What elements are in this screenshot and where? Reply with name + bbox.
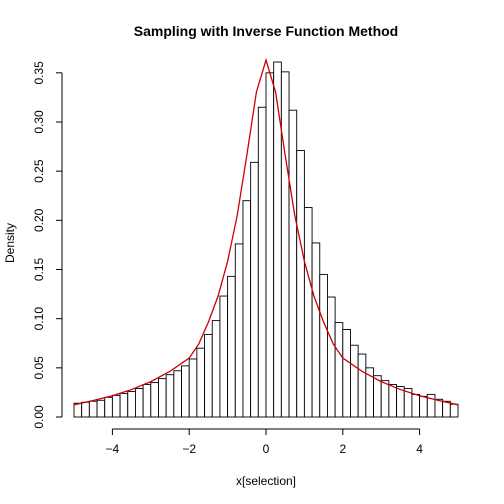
- histogram-bar: [296, 150, 305, 418]
- histogram-bar: [380, 380, 390, 418]
- histogram-bar: [204, 333, 213, 418]
- y-tick-label: 0.10: [32, 307, 46, 331]
- y-tick-label: 0.00: [32, 405, 46, 429]
- histogram-bar: [342, 329, 351, 418]
- histogram-bar: [357, 353, 367, 418]
- histogram-bar: [211, 320, 221, 418]
- histogram-bar: [81, 401, 90, 418]
- y-tick-label: 0.05: [32, 356, 46, 380]
- histogram-bar: [273, 61, 282, 418]
- histogram-bar: [319, 273, 328, 418]
- histogram-bar: [165, 374, 175, 418]
- histogram-bar: [303, 207, 313, 418]
- histogram-bar: [419, 395, 428, 418]
- histogram-bar: [234, 243, 244, 418]
- histogram-bar: [96, 399, 106, 418]
- histogram-bar: [127, 390, 136, 418]
- y-tick-label: 0.30: [32, 110, 46, 134]
- histogram-bar: [119, 392, 129, 418]
- x-axis-label: x[selection]: [236, 474, 296, 488]
- histogram-bar: [257, 106, 267, 418]
- histogram-bar: [350, 344, 359, 418]
- histogram-bar: [250, 161, 259, 418]
- y-tick-label: 0.15: [32, 257, 46, 281]
- histogram-bar: [373, 375, 382, 418]
- histogram-bar: [311, 242, 321, 418]
- histogram-bar: [73, 402, 83, 418]
- histogram-bar: [227, 275, 236, 418]
- histogram-bar: [442, 400, 451, 418]
- x-tick-label: 4: [416, 442, 423, 456]
- histogram-bar: [88, 400, 98, 418]
- y-axis: 0.00 0.05 0.10 0.15 0.20 0.25 0.30 0.35: [32, 61, 63, 429]
- x-tick-label: 2: [339, 442, 346, 456]
- histogram-bar: [104, 396, 113, 418]
- histogram-bar: [196, 347, 206, 418]
- histogram-bar: [111, 394, 121, 418]
- y-tick-label: 0.35: [32, 61, 46, 85]
- histogram-bar: [188, 358, 198, 418]
- y-axis-label: Density: [3, 223, 17, 263]
- histogram-bar: [219, 295, 229, 418]
- histogram-bar: [134, 388, 144, 418]
- histogram-bar: [142, 384, 152, 418]
- histogram-bar: [388, 384, 398, 418]
- x-tick-label: −4: [106, 442, 120, 456]
- x-tick-label: 0: [263, 442, 270, 456]
- histogram-bar: [150, 382, 159, 418]
- x-axis: −4 −2 0 2 4: [106, 428, 423, 456]
- histogram-bar: [181, 365, 190, 418]
- x-tick-label: −2: [182, 442, 196, 456]
- y-tick-label: 0.20: [32, 208, 46, 232]
- histogram-bar: [334, 322, 344, 418]
- histogram-bar: [280, 71, 290, 418]
- density-curve: [73, 57, 459, 406]
- histogram-bar: [242, 200, 252, 418]
- histogram-bar: [449, 403, 459, 418]
- histogram-bar: [411, 393, 421, 418]
- histogram-bar: [288, 109, 298, 418]
- chart-title: Sampling with Inverse Function Method: [134, 23, 398, 39]
- y-tick-label: 0.25: [32, 159, 46, 183]
- histogram-bar: [265, 72, 275, 418]
- histogram-bar: [434, 398, 444, 418]
- histogram-bar: [173, 370, 182, 418]
- histogram-bar: [326, 296, 336, 418]
- histogram-bar: [158, 378, 167, 418]
- histogram-bars: [73, 61, 459, 418]
